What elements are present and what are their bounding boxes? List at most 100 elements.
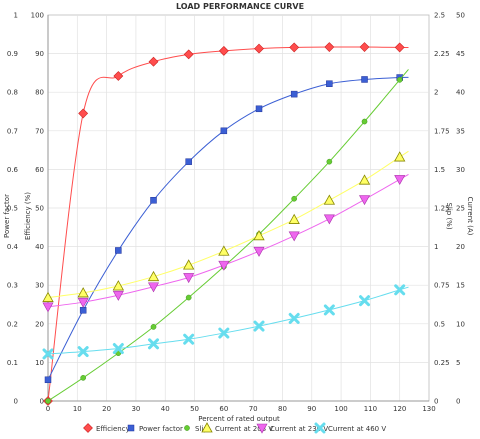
data-point bbox=[185, 158, 192, 165]
data-point bbox=[291, 195, 298, 202]
data-point bbox=[288, 213, 300, 224]
current-tick-label: 25 bbox=[456, 205, 465, 213]
data-point bbox=[323, 214, 335, 225]
data-point bbox=[254, 43, 264, 54]
legend-item: Current at 460 V bbox=[314, 422, 386, 434]
legend-label: Slip bbox=[195, 425, 208, 433]
legend-label: Efficiency bbox=[96, 425, 130, 433]
data-point bbox=[150, 197, 157, 204]
data-point bbox=[255, 105, 263, 113]
data-point bbox=[289, 42, 300, 53]
current-tick-label: 50 bbox=[456, 12, 465, 20]
power-factor-tick-label: 0 bbox=[14, 398, 18, 406]
chart-title: LOAD PERFORMANCE CURVE bbox=[176, 2, 304, 11]
data-point bbox=[253, 246, 265, 257]
grid bbox=[47, 14, 430, 402]
current-tick-label: 45 bbox=[456, 50, 465, 58]
power-factor-tick-label: 0.8 bbox=[7, 89, 18, 97]
current-tick-label: 35 bbox=[456, 127, 465, 135]
data-point bbox=[361, 118, 368, 125]
legend-label: Current at 460 V bbox=[328, 425, 386, 433]
series-line bbox=[47, 286, 409, 355]
data-point bbox=[361, 76, 368, 83]
slip-tick-label: 2 bbox=[434, 89, 438, 97]
data-point bbox=[323, 304, 335, 316]
efficiency-tick-label: 80 bbox=[35, 89, 44, 97]
slip-tick-label: 2.5 bbox=[434, 12, 445, 20]
current-tick-label: 15 bbox=[456, 282, 465, 290]
data-point bbox=[113, 71, 124, 81]
x-tick-label: 70 bbox=[249, 405, 258, 413]
efficiency-tick-label: 90 bbox=[35, 50, 44, 58]
power-factor-tick-label: 0.5 bbox=[7, 205, 18, 213]
current-tick-label: 40 bbox=[456, 89, 465, 97]
efficiency-tick-label: 20 bbox=[35, 320, 44, 328]
data-point bbox=[184, 425, 190, 431]
data-point bbox=[78, 108, 89, 119]
x-tick-label: 40 bbox=[161, 405, 170, 413]
x-tick-label: 90 bbox=[307, 405, 316, 413]
data-point bbox=[253, 229, 265, 241]
efficiency-tick-label: 10 bbox=[35, 359, 44, 367]
legend-item: Power factor bbox=[127, 424, 183, 433]
data-point bbox=[394, 284, 406, 296]
power-factor-tick-label: 0.2 bbox=[7, 320, 18, 328]
legend-label: Current at 208 V bbox=[215, 425, 273, 433]
power-factor-tick-label: 0.3 bbox=[7, 282, 18, 290]
data-point bbox=[314, 422, 326, 434]
data-point bbox=[288, 231, 300, 242]
x-tick-label: 30 bbox=[131, 405, 140, 413]
series-efficiency bbox=[43, 42, 409, 406]
efficiency-tick-label: 60 bbox=[35, 166, 44, 174]
x-tick-label: 20 bbox=[102, 405, 111, 413]
x-tick-label: 80 bbox=[278, 405, 287, 413]
current-tick-label: 30 bbox=[456, 166, 465, 174]
data-point bbox=[290, 90, 298, 98]
data-point bbox=[148, 338, 160, 350]
data-point bbox=[112, 280, 125, 291]
data-point bbox=[148, 56, 159, 67]
data-point bbox=[358, 174, 371, 185]
data-point bbox=[77, 287, 89, 298]
data-point bbox=[80, 374, 87, 381]
slip-tick-label: 0.25 bbox=[434, 359, 450, 367]
data-point bbox=[44, 376, 52, 384]
x-axis-label: Percent of rated output bbox=[198, 415, 280, 423]
series-layer bbox=[42, 42, 409, 406]
data-point bbox=[218, 260, 230, 271]
slip-tick-label: 2.25 bbox=[434, 50, 450, 58]
data-point bbox=[218, 327, 230, 339]
data-point bbox=[42, 348, 54, 360]
slip-tick-label: 0.75 bbox=[434, 282, 450, 290]
data-point bbox=[45, 398, 51, 404]
x-tick-label: 0 bbox=[46, 405, 50, 413]
data-point bbox=[112, 290, 124, 301]
slip-tick-label: 0 bbox=[434, 398, 438, 406]
slip-tick-label: 0.5 bbox=[434, 320, 445, 328]
legend-item: Slip bbox=[184, 425, 208, 433]
efficiency-axis-label: Efficiency (%) bbox=[24, 192, 32, 240]
data-point bbox=[323, 194, 336, 205]
power-factor-tick-label: 0.1 bbox=[7, 359, 18, 367]
data-point bbox=[326, 158, 333, 165]
data-point bbox=[185, 294, 192, 301]
power-factor-tick-label: 0.9 bbox=[7, 50, 18, 58]
data-point bbox=[83, 423, 93, 433]
efficiency-tick-label: 100 bbox=[31, 12, 44, 20]
power-factor-tick-label: 1 bbox=[14, 12, 18, 20]
efficiency-tick-label: 0 bbox=[40, 398, 44, 406]
data-point bbox=[147, 270, 160, 282]
x-tick-label: 100 bbox=[334, 405, 347, 413]
data-point bbox=[218, 245, 230, 256]
legend: Efficiency Power factor Slip Current at 208… bbox=[83, 422, 386, 434]
data-point bbox=[359, 42, 370, 52]
current-tick-label: 5 bbox=[456, 359, 460, 367]
power-factor-tick-label: 0.4 bbox=[7, 243, 19, 251]
data-point bbox=[147, 282, 160, 293]
data-point bbox=[256, 423, 268, 434]
x-tick-label: 110 bbox=[364, 405, 377, 413]
data-point bbox=[183, 333, 195, 345]
data-point bbox=[150, 324, 157, 330]
